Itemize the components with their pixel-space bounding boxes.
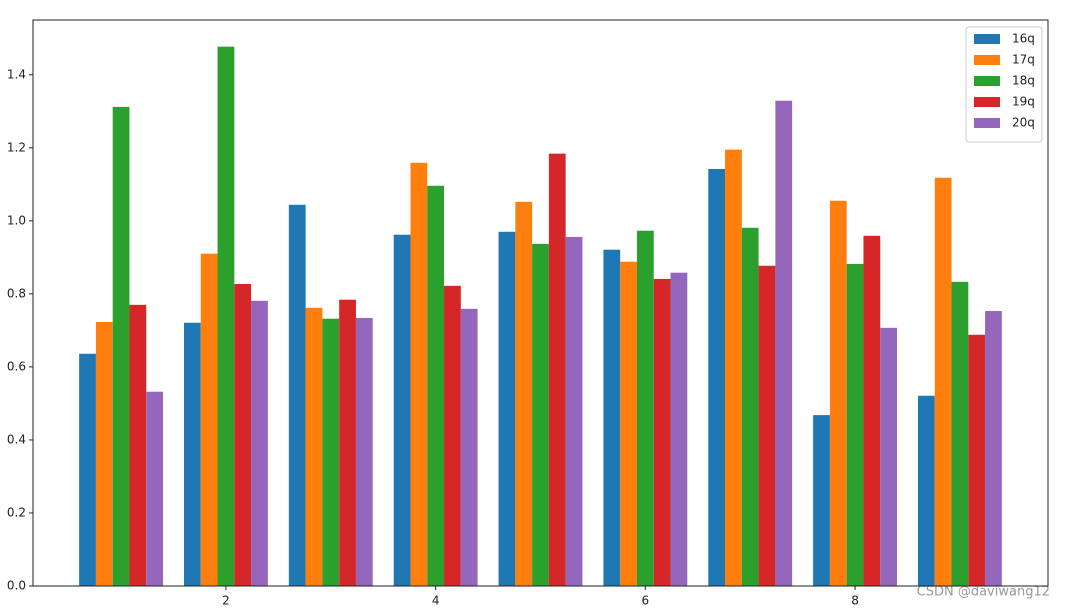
bar [917,395,935,586]
legend-swatch [974,118,1000,128]
legend-label: 20q [1012,116,1035,130]
bar [288,204,306,586]
bar [251,300,268,586]
bar [427,185,445,587]
bar [112,106,130,586]
bar [670,272,688,586]
bar [322,318,340,586]
bar [498,231,516,586]
bar [129,304,147,586]
bar [758,265,776,586]
bar [79,353,96,586]
y-tick-label: 0.8 [7,286,26,300]
bar [880,327,898,586]
bar [934,177,952,586]
y-tick-label: 0.0 [7,579,26,593]
x-tick-label: 2 [222,594,230,608]
watermark: CSDN @daviwang12 [917,585,1050,600]
bar [146,391,164,586]
bar [968,334,986,586]
bar [725,149,742,586]
bar [741,227,759,586]
legend-label: 19q [1012,95,1035,109]
bar [234,284,252,586]
bar [653,278,671,586]
y-tick-label: 0.2 [7,505,26,519]
bar [532,243,549,586]
y-tick-label: 1.2 [7,140,26,154]
bar [393,234,411,586]
bar [620,261,637,586]
bar [410,162,428,586]
bar [183,322,201,586]
legend-swatch [974,76,1000,86]
bar [460,308,478,586]
bar [548,153,566,586]
bar [200,253,218,586]
plot-frame [32,19,1049,587]
bar [217,46,235,586]
bar [985,311,1002,586]
bar [708,168,726,586]
x-tick-label: 4 [432,594,440,608]
y-tick-label: 0.4 [7,432,26,446]
x-tick-label: 8 [851,594,859,608]
bar [951,281,969,586]
y-tick-label: 0.6 [7,359,26,373]
bar [636,230,654,586]
bar [95,321,113,586]
bar [305,307,323,586]
bar [355,317,373,586]
bar [565,236,583,586]
bar [444,285,461,586]
bar [603,249,621,586]
y-tick-label: 1.0 [7,213,26,227]
bar [515,201,533,586]
legend-label: 16q [1012,32,1035,46]
y-tick-label: 1.4 [7,67,26,81]
bar [775,100,793,586]
legend-swatch [974,34,1000,44]
legend-label: 18q [1012,74,1035,88]
bar [846,263,864,586]
legend-swatch [974,55,1000,65]
bar [829,200,847,587]
legend-swatch [974,97,1000,107]
legend-label: 17q [1012,53,1035,67]
bar [813,415,830,586]
x-tick-label: 6 [642,594,650,608]
bar [863,235,881,587]
bar [339,299,356,586]
